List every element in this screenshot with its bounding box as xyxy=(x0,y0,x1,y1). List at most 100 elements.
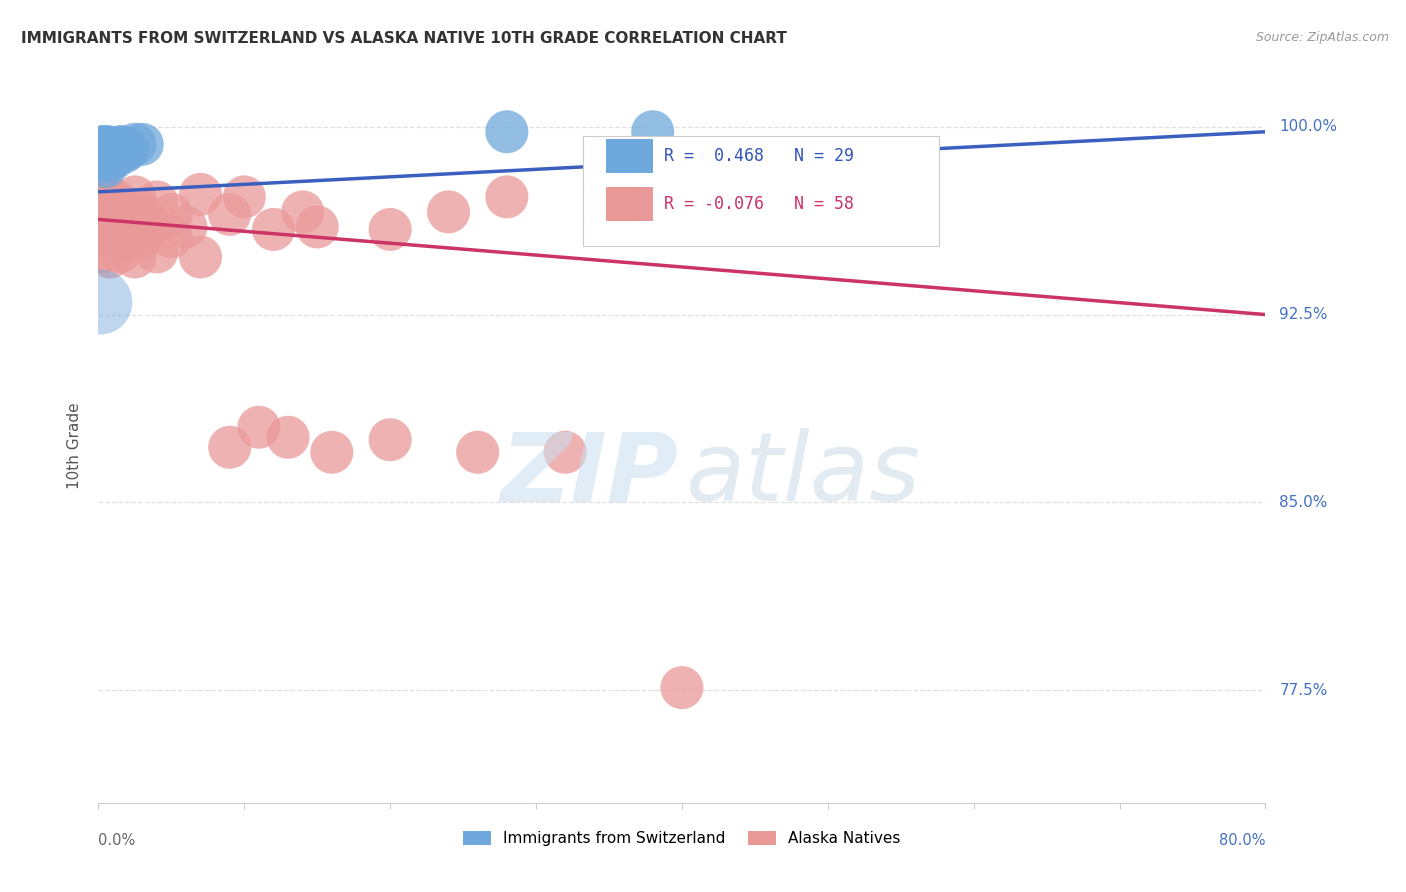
Point xyxy=(174,219,197,234)
Point xyxy=(94,140,117,154)
Text: IMMIGRANTS FROM SWITZERLAND VS ALASKA NATIVE 10TH GRADE CORRELATION CHART: IMMIGRANTS FROM SWITZERLAND VS ALASKA NA… xyxy=(21,31,787,46)
Point xyxy=(496,125,519,139)
Point xyxy=(103,227,125,242)
Text: 85.0%: 85.0% xyxy=(1279,495,1327,510)
Point xyxy=(554,445,576,459)
Point xyxy=(277,430,299,444)
Point xyxy=(671,681,693,695)
Bar xyxy=(606,139,652,173)
Point xyxy=(96,207,118,221)
Point xyxy=(233,190,256,204)
Point xyxy=(111,140,134,154)
Point xyxy=(94,215,117,229)
Point xyxy=(114,225,136,239)
Point xyxy=(105,194,128,209)
Point xyxy=(117,232,139,246)
Point xyxy=(437,205,460,219)
Point xyxy=(321,445,343,459)
Point xyxy=(91,153,114,167)
Point xyxy=(108,212,131,227)
Text: 77.5%: 77.5% xyxy=(1279,682,1327,698)
Text: R =  0.468   N = 29: R = 0.468 N = 29 xyxy=(665,147,855,165)
Point xyxy=(96,225,118,239)
Point xyxy=(93,140,115,154)
Point xyxy=(98,145,121,159)
Point xyxy=(380,222,402,236)
Point xyxy=(96,154,118,169)
Point xyxy=(94,194,117,209)
Point xyxy=(112,142,135,156)
Point xyxy=(89,150,111,164)
Point xyxy=(146,194,169,209)
Point xyxy=(105,142,128,156)
Point xyxy=(190,187,212,202)
Point xyxy=(291,205,314,219)
Point xyxy=(110,219,132,234)
Text: 0.0%: 0.0% xyxy=(98,833,135,848)
Point xyxy=(160,207,183,221)
Point xyxy=(93,205,115,219)
Point xyxy=(190,250,212,264)
Point xyxy=(97,230,120,244)
Point xyxy=(91,193,114,207)
Point xyxy=(496,190,519,204)
Text: Source: ZipAtlas.com: Source: ZipAtlas.com xyxy=(1256,31,1389,45)
Legend: Immigrants from Switzerland, Alaska Natives: Immigrants from Switzerland, Alaska Nati… xyxy=(457,824,907,852)
Point xyxy=(262,222,284,236)
Point xyxy=(131,207,153,221)
Point xyxy=(97,140,120,154)
Point xyxy=(104,150,127,164)
Point xyxy=(94,150,117,164)
Point xyxy=(380,433,402,447)
Point xyxy=(97,150,120,164)
Point xyxy=(101,212,124,227)
Point xyxy=(101,150,124,164)
Point xyxy=(98,205,121,219)
Point xyxy=(218,207,240,221)
FancyBboxPatch shape xyxy=(582,136,939,246)
Point xyxy=(104,230,127,244)
Text: 100.0%: 100.0% xyxy=(1279,120,1337,135)
Point xyxy=(96,145,118,159)
Point xyxy=(117,205,139,219)
Point xyxy=(98,250,121,264)
Point xyxy=(128,219,150,234)
Point xyxy=(110,244,132,259)
Point xyxy=(108,145,131,159)
Point xyxy=(218,440,240,454)
Point xyxy=(124,190,146,204)
Point xyxy=(160,230,183,244)
Point xyxy=(89,295,111,310)
Point xyxy=(114,145,136,159)
Y-axis label: 10th Grade: 10th Grade xyxy=(67,402,83,490)
Point xyxy=(124,137,146,152)
Point xyxy=(101,200,124,214)
Point xyxy=(307,219,329,234)
Point xyxy=(100,145,122,159)
Point xyxy=(131,230,153,244)
Text: R = -0.076   N = 58: R = -0.076 N = 58 xyxy=(665,195,855,213)
Point xyxy=(117,142,139,156)
Text: 80.0%: 80.0% xyxy=(1219,833,1265,848)
Point xyxy=(90,200,112,214)
Bar xyxy=(606,187,652,221)
Point xyxy=(467,445,489,459)
Point xyxy=(247,420,270,434)
Point xyxy=(146,244,169,259)
Point xyxy=(90,244,112,259)
Point xyxy=(124,250,146,264)
Point xyxy=(103,145,125,159)
Point xyxy=(93,150,115,164)
Text: ZIP: ZIP xyxy=(501,428,679,521)
Point xyxy=(94,160,117,174)
Text: 92.5%: 92.5% xyxy=(1279,307,1327,322)
Point xyxy=(97,190,120,204)
Text: atlas: atlas xyxy=(685,428,921,521)
Point xyxy=(101,219,124,234)
Point xyxy=(100,194,122,209)
Point xyxy=(91,232,114,246)
Point xyxy=(641,125,664,139)
Point xyxy=(104,205,127,219)
Point xyxy=(111,207,134,221)
Point xyxy=(120,219,142,234)
